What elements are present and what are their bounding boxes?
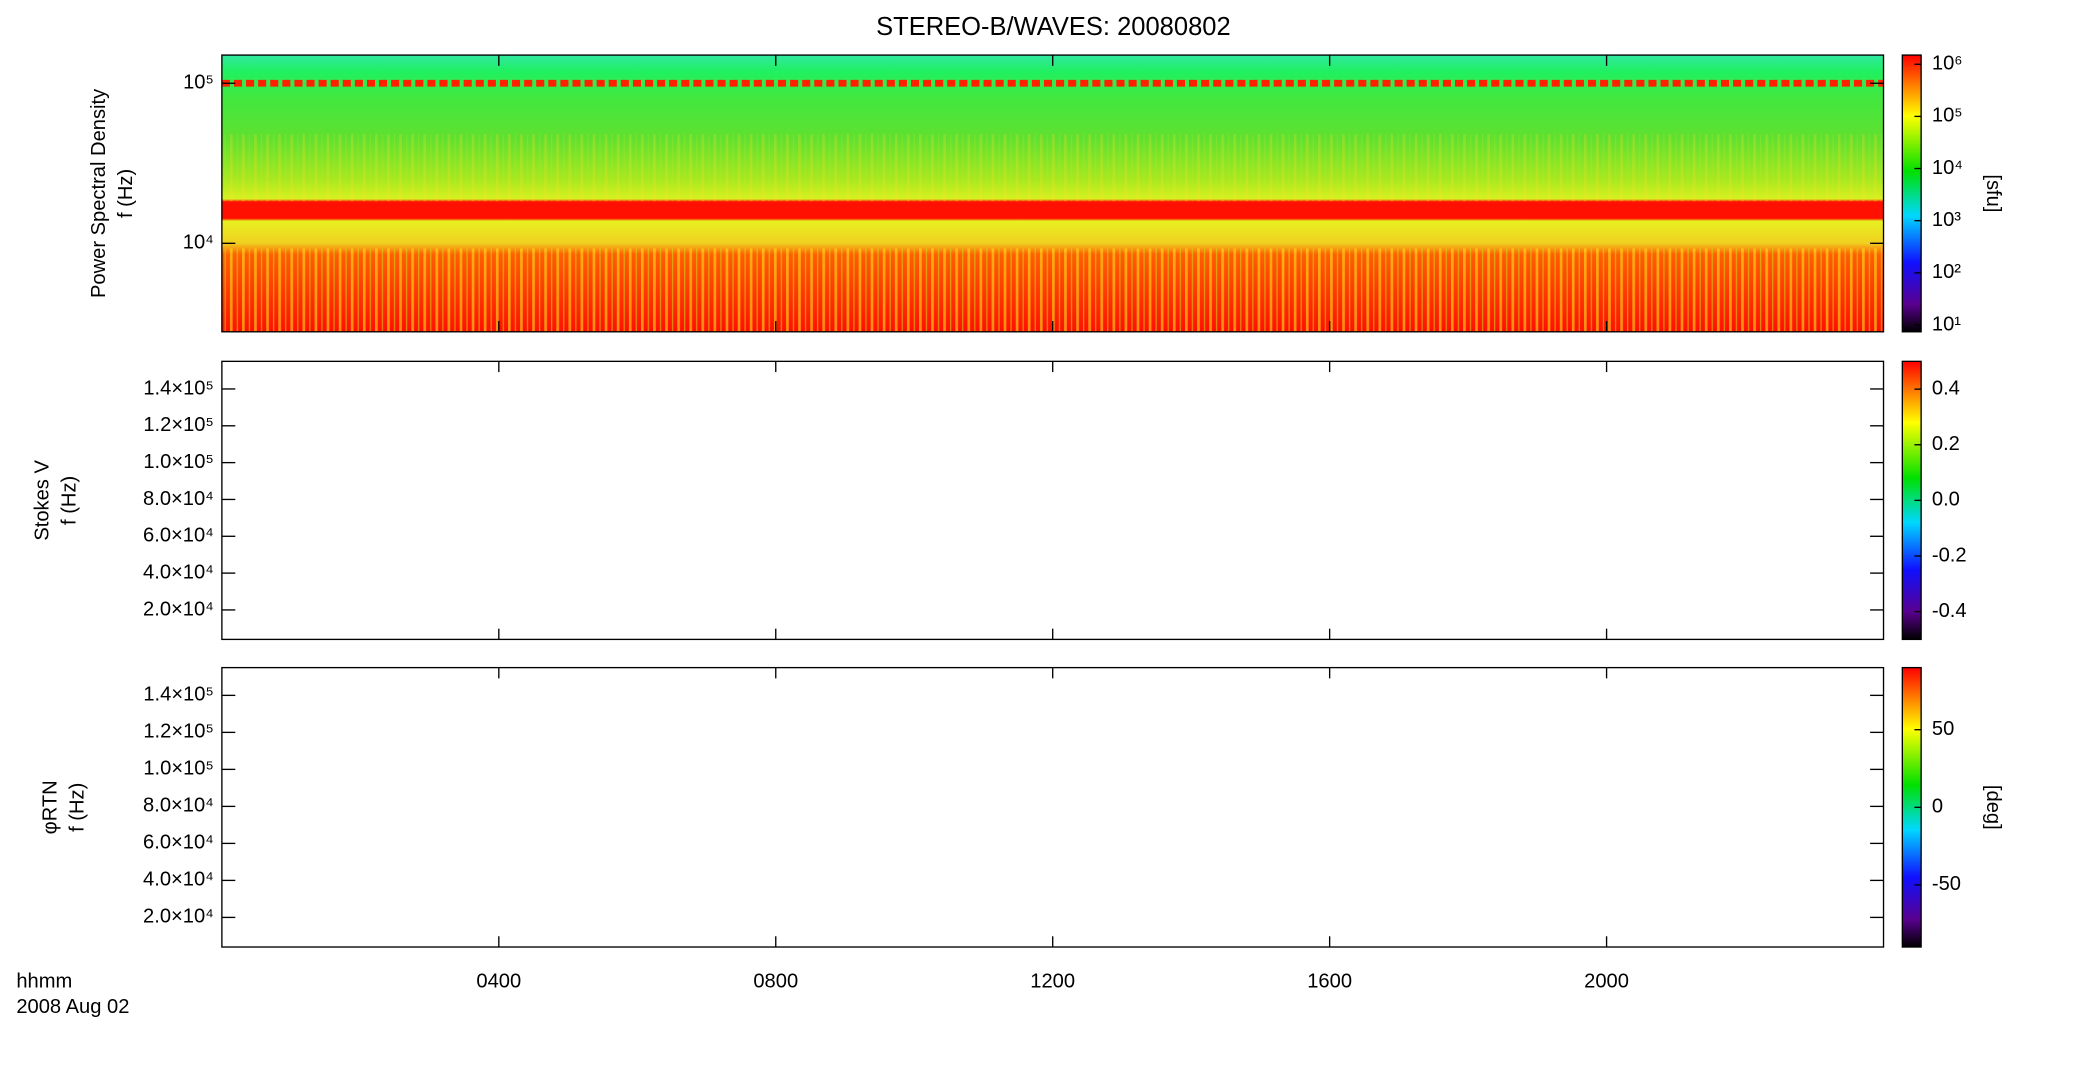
colorbar <box>1902 361 1922 640</box>
y-axis-label: f (Hz) <box>115 169 137 218</box>
y-axis-label: Stokes V <box>32 460 54 541</box>
x-axis-date: 2008 Aug 02 <box>16 996 129 1018</box>
colorbar-tick-label: 50 <box>1932 718 1954 740</box>
y-axis-label: f (Hz) <box>66 783 88 832</box>
x-tick-label: 0400 <box>476 970 521 992</box>
colorbar-tick-label: 0.2 <box>1932 433 1960 455</box>
y-tick-label: 1.2×10⁵ <box>143 414 213 436</box>
colorbar <box>1902 55 1922 332</box>
x-tick-label: 1600 <box>1307 970 1352 992</box>
plot-frame <box>221 666 1885 948</box>
y-tick-label: 1.4×10⁵ <box>143 684 213 706</box>
colorbar-tick-label: 10⁶ <box>1932 53 1963 75</box>
colorbar-tick-label: 0.0 <box>1932 489 1960 511</box>
colorbar-tick-label: 10⁴ <box>1932 157 1963 179</box>
y-tick-label: 8.0×10⁴ <box>143 488 214 510</box>
y-tick-label: 4.0×10⁴ <box>143 869 214 891</box>
colorbar-tick-label: 10⁵ <box>1932 105 1963 127</box>
spectrogram-texture <box>221 248 1884 332</box>
colorbar-frame <box>1901 54 1922 333</box>
colorbar-tick-label: -50 <box>1932 873 1961 895</box>
x-tick-label: 1200 <box>1030 970 1075 992</box>
y-tick-label: 4.0×10⁴ <box>143 561 214 583</box>
y-tick-label: 2.0×10⁴ <box>143 906 214 928</box>
plot-frame <box>221 360 1885 641</box>
chart-title: STEREO-B/WAVES: 20080802 <box>876 13 1231 41</box>
colorbar <box>1902 667 1922 948</box>
x-tick-label: 0800 <box>753 970 798 992</box>
colorbar-tick-label: 10¹ <box>1932 313 1961 335</box>
y-tick-label: 10⁵ <box>183 72 214 94</box>
y-tick-label: 1.4×10⁵ <box>143 377 213 399</box>
colorbar-tick-label: 0 <box>1932 796 1943 818</box>
y-tick-label: 1.0×10⁵ <box>143 758 213 780</box>
y-tick-label: 2.0×10⁴ <box>143 598 214 620</box>
y-tick-label: 10⁴ <box>183 232 214 254</box>
colorbar-tick-label: 0.4 <box>1932 377 1960 399</box>
y-tick-label: 8.0×10⁴ <box>143 795 214 817</box>
y-tick-label: 1.2×10⁵ <box>143 721 213 743</box>
y-tick-label: 6.0×10⁴ <box>143 832 214 854</box>
spectrogram-image <box>221 55 1884 332</box>
y-tick-label: 6.0×10⁴ <box>143 525 214 547</box>
y-axis-label: φRTN <box>40 780 62 834</box>
spectrogram-texture <box>221 134 1884 202</box>
y-axis-label: Power Spectral Density <box>88 88 110 298</box>
x-axis-label: hhmm <box>16 970 72 992</box>
y-axis-label: f (Hz) <box>58 476 80 525</box>
colorbar-tick-label: -0.4 <box>1932 600 1967 622</box>
colorbar-label: [sfu] <box>1982 174 2004 212</box>
colorbar-tick-label: 10³ <box>1932 209 1961 231</box>
colorbar-tick-label: -0.2 <box>1932 544 1967 566</box>
colorbar-tick-label: 10² <box>1932 261 1961 283</box>
x-tick-label: 2000 <box>1584 970 1629 992</box>
colorbar-label: [deg] <box>1982 785 2004 830</box>
y-tick-label: 1.0×10⁵ <box>143 451 213 473</box>
